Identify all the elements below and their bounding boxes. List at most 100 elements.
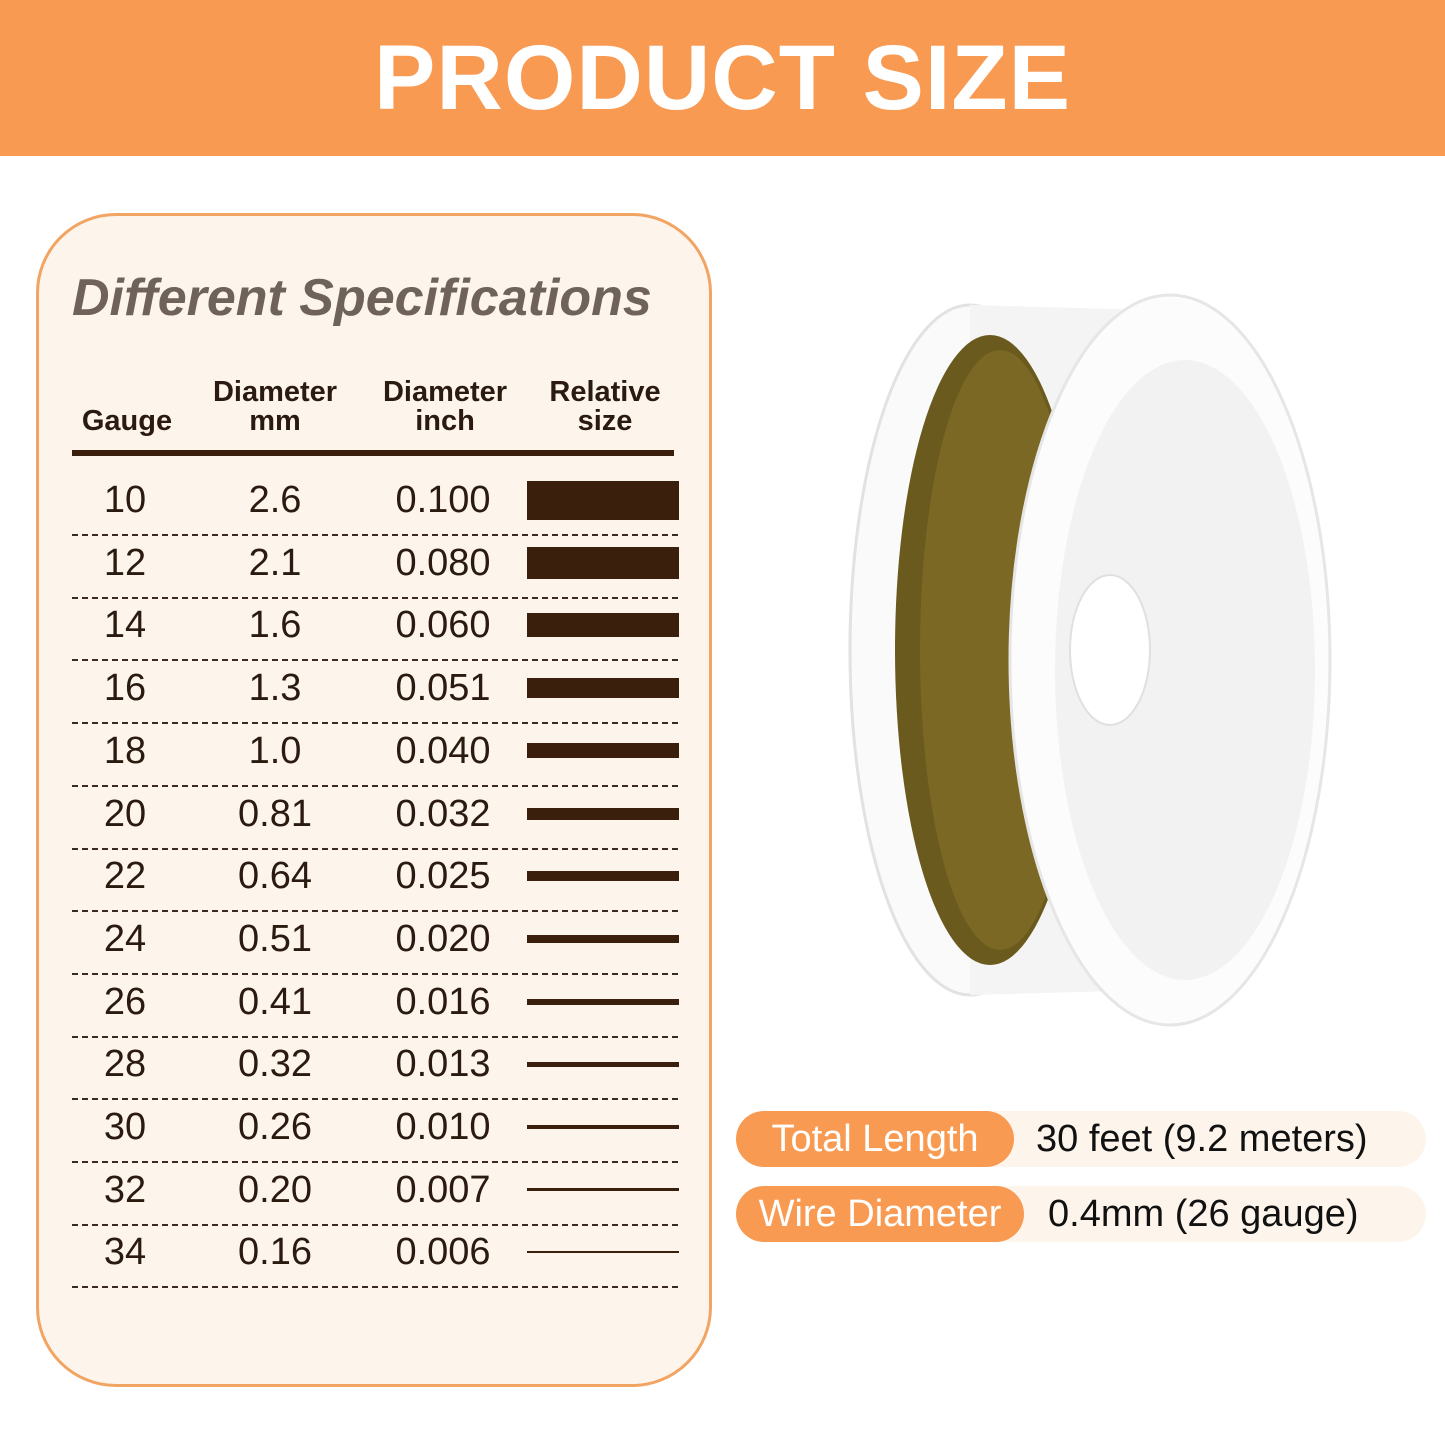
table-row: 22 0.64 0.025 xyxy=(72,849,680,913)
column-header: Diameter inch xyxy=(360,378,530,436)
spec-card xyxy=(36,213,712,1387)
relative-size-bar xyxy=(527,480,679,520)
header-line-1: Diameter xyxy=(212,376,338,408)
diameter-inch-cell: 0.006 xyxy=(395,1231,491,1274)
gauge-cell: 20 xyxy=(103,792,147,835)
gauge-cell: 18 xyxy=(103,729,147,772)
relative-size-bar xyxy=(527,934,679,943)
diameter-mm-cell: 0.81 xyxy=(238,792,312,835)
header-line-1 xyxy=(42,378,212,407)
relative-size-bar xyxy=(527,998,679,1005)
diameter-mm-cell: 0.20 xyxy=(238,1168,312,1211)
row-divider xyxy=(72,1098,678,1101)
table-row: 34 0.16 0.006 xyxy=(72,1225,680,1289)
diameter-mm-cell: 0.41 xyxy=(238,980,312,1023)
relative-size-bar xyxy=(527,1061,679,1067)
diameter-inch-cell: 0.032 xyxy=(395,792,491,835)
gauge-cell: 32 xyxy=(103,1168,147,1211)
diameter-inch-cell: 0.040 xyxy=(395,729,491,772)
column-header: Relative size xyxy=(520,378,690,436)
row-divider xyxy=(72,910,678,913)
table-row: 30 0.26 0.010 xyxy=(72,1100,680,1163)
diameter-mm-cell: 0.26 xyxy=(238,1106,312,1148)
diameter-inch-cell: 0.016 xyxy=(395,980,491,1023)
row-divider xyxy=(72,659,678,662)
diameter-inch-cell: 0.013 xyxy=(395,1043,491,1086)
diameter-inch-cell: 0.010 xyxy=(395,1106,491,1148)
column-header: Diameter mm xyxy=(190,378,360,436)
banner: PRODUCT SIZE xyxy=(0,0,1445,156)
gauge-cell: 34 xyxy=(103,1231,147,1274)
spec-label: Total Length xyxy=(736,1111,1014,1167)
table-row: 16 1.3 0.051 xyxy=(72,661,680,725)
header-line-1: Diameter xyxy=(382,376,508,408)
diameter-mm-cell: 2.1 xyxy=(248,541,302,584)
gauge-cell: 14 xyxy=(103,604,147,647)
header-line-1: Relative xyxy=(549,376,661,408)
header-line-2: Gauge xyxy=(81,405,173,437)
spec-label: Wire Diameter xyxy=(736,1186,1024,1242)
table-row: 28 0.32 0.013 xyxy=(72,1037,680,1101)
wire-spool-image xyxy=(848,293,1332,1027)
spec-value: 0.4mm (26 gauge) xyxy=(1048,1192,1359,1235)
row-divider xyxy=(72,1161,678,1163)
relative-size-bar xyxy=(527,678,679,699)
diameter-mm-cell: 0.16 xyxy=(238,1231,312,1274)
gauge-cell: 12 xyxy=(103,541,147,584)
diameter-inch-cell: 0.020 xyxy=(395,917,491,960)
table-row: 26 0.41 0.016 xyxy=(72,975,680,1038)
header-rule xyxy=(72,450,674,456)
diameter-mm-cell: 1.3 xyxy=(248,667,302,710)
row-divider xyxy=(72,784,678,787)
row-divider xyxy=(72,722,678,725)
diameter-inch-cell: 0.100 xyxy=(395,479,491,521)
relative-size-bar xyxy=(527,1188,679,1192)
relative-size-bar xyxy=(527,1125,679,1129)
table-row: 14 1.6 0.060 xyxy=(72,598,680,662)
table-row: 18 1.0 0.040 xyxy=(72,724,680,787)
row-divider xyxy=(72,847,678,850)
diameter-mm-cell: 0.32 xyxy=(238,1043,312,1086)
row-divider xyxy=(72,596,678,599)
diameter-mm-cell: 1.6 xyxy=(248,604,302,647)
diameter-mm-cell: 0.51 xyxy=(238,917,312,960)
diameter-mm-cell: 2.6 xyxy=(248,479,302,521)
header-line-2: mm xyxy=(249,405,301,437)
spec-card-title: Different Specifications xyxy=(72,269,652,327)
diameter-mm-cell: 1.0 xyxy=(248,729,302,772)
gauge-cell: 10 xyxy=(103,479,147,521)
relative-size-bar xyxy=(527,743,679,759)
table-row: 12 2.1 0.080 xyxy=(72,536,680,599)
diameter-inch-cell: 0.051 xyxy=(395,667,491,710)
spec-value: 30 feet (9.2 meters) xyxy=(1036,1117,1368,1160)
gauge-cell: 30 xyxy=(103,1106,147,1148)
gauge-cell: 28 xyxy=(103,1043,147,1086)
table-row: 10 2.6 0.100 xyxy=(72,473,680,536)
gauge-cell: 26 xyxy=(103,980,147,1023)
relative-size-bar xyxy=(527,546,679,579)
diameter-inch-cell: 0.080 xyxy=(395,541,491,584)
diameter-inch-cell: 0.007 xyxy=(395,1168,491,1211)
row-divider xyxy=(72,1286,678,1289)
row-divider xyxy=(72,1223,678,1226)
spec-pill: Wire Diameter 0.4mm (26 gauge) xyxy=(736,1186,1426,1242)
gauge-cell: 24 xyxy=(103,917,147,960)
diameter-inch-cell: 0.060 xyxy=(395,604,491,647)
row-divider xyxy=(72,972,678,975)
header-line-2: size xyxy=(577,405,633,437)
gauge-cell: 22 xyxy=(103,855,147,898)
diameter-inch-cell: 0.025 xyxy=(395,855,491,898)
row-divider xyxy=(72,1035,678,1038)
relative-size-bar xyxy=(527,807,679,820)
gauge-cell: 16 xyxy=(103,667,147,710)
spec-pill: Total Length 30 feet (9.2 meters) xyxy=(736,1111,1426,1167)
banner-title: PRODUCT SIZE xyxy=(374,26,1071,129)
table-row: 24 0.51 0.020 xyxy=(72,912,680,975)
relative-size-bar xyxy=(527,613,679,638)
relative-size-bar xyxy=(527,1251,679,1254)
table-row: 20 0.81 0.032 xyxy=(72,787,680,850)
header-line-2: inch xyxy=(415,405,475,437)
row-divider xyxy=(72,534,678,536)
table-row: 32 0.20 0.007 xyxy=(72,1163,680,1226)
diameter-mm-cell: 0.64 xyxy=(238,855,312,898)
